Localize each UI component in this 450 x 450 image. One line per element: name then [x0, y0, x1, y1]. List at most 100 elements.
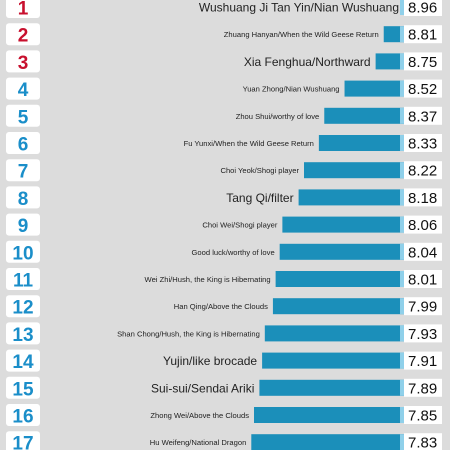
- bar-end-cap: [400, 216, 404, 233]
- rank-number: 15: [12, 379, 34, 400]
- bar-row: 10 8.04 Good luck/worthy of love: [6, 240, 442, 264]
- bar-end-cap: [400, 80, 404, 97]
- bar-row: 9 8.06 Choi Wei/Shogi player: [6, 213, 442, 237]
- category-label: Choi Yeok/Shogi player: [220, 166, 299, 175]
- bar: [254, 407, 404, 423]
- bar-end-cap: [400, 352, 404, 369]
- bar-end-cap: [400, 107, 404, 124]
- value-box: [404, 242, 442, 261]
- value-box: [404, 378, 442, 397]
- bar: [304, 162, 404, 179]
- rank-number: 5: [18, 107, 29, 128]
- value-box: [404, 52, 442, 71]
- bar-end-cap: [400, 298, 404, 315]
- bar: [318, 135, 404, 151]
- category-label: Zhou Shui/worthy of love: [236, 112, 320, 121]
- rank-badge: [6, 132, 40, 154]
- rank-badge: [6, 23, 40, 46]
- bar-row: 1 8.96 Wushuang Ji Tan Yin/Nian Wushuang: [6, 0, 442, 20]
- bar-row: 2 8.81 Zhuang Hanyan/When the Wild Geese R…: [6, 23, 442, 47]
- bar-end-cap: [400, 162, 404, 179]
- rank-number: 3: [18, 53, 29, 74]
- rank-number: 4: [18, 80, 29, 101]
- category-label: Yujin/like brocade: [163, 354, 257, 368]
- rank-badge: [6, 186, 40, 209]
- bar-end-cap: [400, 53, 404, 70]
- value-box: [404, 106, 442, 125]
- bar-end-cap: [400, 0, 404, 15]
- rank-number: 8: [18, 189, 29, 210]
- category-label: Wei Zhi/Hush, the King is Hibernating: [145, 275, 271, 284]
- rank-badge: [6, 159, 40, 182]
- category-label: Sui-sui/Sendai Ariki: [151, 381, 254, 395]
- bar: [282, 216, 404, 233]
- value-label: 7.85: [408, 408, 437, 425]
- bar-row: 12 7.99 Han Qing/Above the Clouds: [6, 295, 442, 319]
- rank-badge: [6, 349, 40, 372]
- value-label: 8.04: [408, 244, 437, 261]
- bar-row: 16 7.85 Zhong Wei/Above the Clouds: [6, 404, 442, 428]
- value-label: 7.89: [408, 380, 437, 397]
- rank-badge: [6, 404, 40, 426]
- value-label: 8.01: [408, 272, 437, 289]
- bar: [383, 26, 404, 43]
- rank-number: 10: [12, 243, 33, 264]
- rank-badge: [6, 295, 40, 318]
- bar-row: 11 8.01 Wei Zhi/Hush, the King is Hibernat…: [6, 268, 442, 292]
- value-label: 7.83: [408, 435, 437, 450]
- category-label: Yuan Zhong/Nian Wushuang: [243, 85, 340, 94]
- bar-end-cap: [400, 407, 404, 423]
- rank-number: 7: [18, 162, 29, 183]
- value-box: [404, 433, 442, 450]
- value-box: [404, 297, 442, 316]
- value-box: [404, 270, 442, 288]
- value-label: 8.75: [408, 54, 437, 71]
- rank-badge: [6, 376, 40, 399]
- bar: [262, 352, 404, 369]
- value-box: [404, 324, 442, 343]
- value-label: 8.96: [408, 0, 437, 17]
- chart-rows: 1 8.96 Wushuang Ji Tan Yin/Nian Wushuang 2 8…: [6, 0, 442, 450]
- value-box: [404, 215, 442, 234]
- bar-row: 13 7.93 Shan Chong/Hush, the King is Hiber…: [6, 322, 442, 346]
- bar: [324, 107, 404, 124]
- bar: [272, 298, 404, 315]
- value-label: 8.06: [408, 217, 437, 234]
- bar: [275, 271, 404, 287]
- bar-end-cap: [400, 434, 404, 450]
- bar-end-cap: [400, 243, 404, 260]
- value-box: [404, 134, 442, 152]
- bar-row: 3 8.75 Xia Fenghua/Northward: [6, 50, 442, 74]
- rank-number: 11: [13, 271, 34, 292]
- bar-end-cap: [400, 26, 404, 43]
- rank-number: 16: [12, 407, 33, 428]
- bar-row: 15 7.89 Sui-sui/Sendai Ariki: [6, 376, 442, 400]
- bar: [251, 434, 404, 450]
- bar: [375, 53, 404, 70]
- value-label: 7.91: [408, 353, 437, 370]
- bar: [279, 243, 404, 260]
- rank-number: 14: [12, 352, 34, 373]
- bar-row: 14 7.91 Yujin/like brocade: [6, 349, 442, 373]
- bar: [298, 189, 404, 206]
- category-label: Good luck/worthy of love: [192, 248, 275, 257]
- value-label: 7.93: [408, 326, 437, 343]
- category-label: Hu Weifeng/National Dragon: [150, 438, 247, 447]
- value-label: 8.81: [408, 27, 437, 44]
- category-label: Wushuang Ji Tan Yin/Nian Wushuang: [199, 1, 399, 15]
- bar-row: 8 8.18 Tang Qi/filter: [6, 186, 442, 210]
- rank-badge: [6, 213, 40, 236]
- rank-number: 12: [12, 298, 33, 319]
- value-box: [404, 0, 442, 16]
- rank-number: 9: [18, 216, 29, 237]
- bar-end-cap: [400, 325, 404, 342]
- bar: [264, 325, 404, 342]
- rank-badge: [6, 77, 40, 100]
- category-label: Shan Chong/Hush, the King is Hibernating: [117, 329, 260, 338]
- rank-number: 13: [12, 325, 33, 346]
- category-label: Zhong Wei/Above the Clouds: [150, 411, 249, 420]
- rank-badge: [6, 431, 40, 450]
- category-label: Fu Yunxi/When the Wild Geese Return: [184, 139, 314, 148]
- value-label: 8.22: [408, 163, 437, 180]
